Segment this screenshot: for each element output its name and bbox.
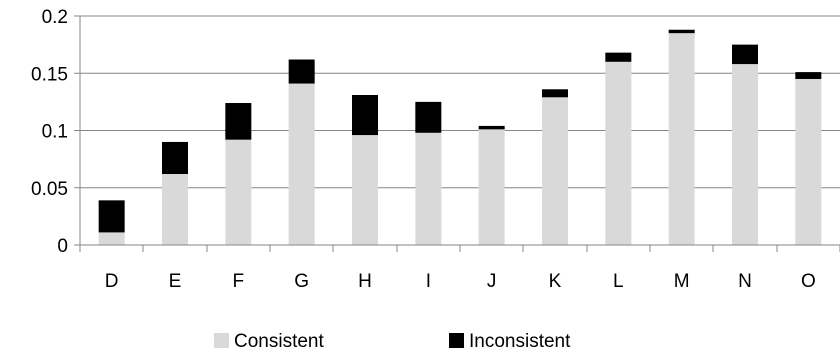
bar-consistent-o [795, 78, 822, 245]
bar-consistent-g [288, 83, 315, 246]
x-tick-label: O [801, 271, 816, 292]
bar-inconsistent-o [795, 72, 822, 79]
x-tick-label: E [169, 271, 182, 292]
y-tick-label: 0.2 [42, 7, 68, 28]
x-tick-label: F [233, 271, 245, 292]
x-tick-label: H [358, 271, 372, 292]
axes [74, 15, 840, 252]
legend-label-inconsistent: Inconsistent [469, 331, 571, 352]
bar-inconsistent-f [225, 103, 252, 140]
y-axis-tick-labels: 0 0.05 0.1 0.15 0.2 [31, 7, 68, 257]
y-tick-label: 0 [57, 236, 68, 257]
x-tick-label: G [294, 271, 309, 292]
bars [98, 29, 822, 246]
legend-swatch-inconsistent [449, 333, 464, 348]
x-axis-tick-labels: D E F G H I J K L M N O [105, 271, 816, 292]
legend-swatch-consistent [214, 333, 229, 348]
bar-consistent-h [352, 135, 378, 245]
x-tick-label: D [105, 271, 119, 292]
legend-label-consistent: Consistent [234, 331, 324, 352]
bar-inconsistent-n [732, 44, 758, 65]
bar-inconsistent-m [668, 29, 695, 34]
bar-inconsistent-d [98, 200, 125, 233]
y-tick-label: 0.1 [42, 122, 68, 143]
x-tick-label: N [738, 271, 752, 292]
x-tick-label: L [613, 271, 624, 292]
bar-consistent-k [542, 97, 568, 245]
bar-consistent-n [732, 64, 758, 245]
bar-inconsistent-g [288, 59, 315, 84]
bar-consistent-d [98, 232, 125, 245]
bar-consistent-m [668, 33, 695, 245]
bar-consistent-j [478, 129, 505, 245]
x-tick-label: I [426, 271, 431, 292]
bar-consistent-l [605, 61, 632, 245]
bar-inconsistent-l [605, 52, 632, 62]
y-tick-label: 0.05 [31, 179, 68, 200]
bar-inconsistent-h [352, 95, 378, 136]
y-tick-label: 0.15 [31, 64, 68, 85]
bar-inconsistent-i [415, 101, 442, 133]
bar-inconsistent-j [478, 125, 505, 130]
x-tick-label: J [487, 271, 497, 292]
gridlines [80, 15, 840, 189]
bar-consistent-i [415, 132, 442, 245]
x-tick-label: K [549, 271, 562, 292]
bar-consistent-f [225, 139, 252, 245]
bar-inconsistent-k [542, 89, 568, 98]
legend: Consistent Inconsistent [214, 331, 571, 352]
x-tick-label: M [674, 271, 690, 292]
bar-inconsistent-e [162, 141, 188, 175]
bar-consistent-e [162, 174, 188, 245]
